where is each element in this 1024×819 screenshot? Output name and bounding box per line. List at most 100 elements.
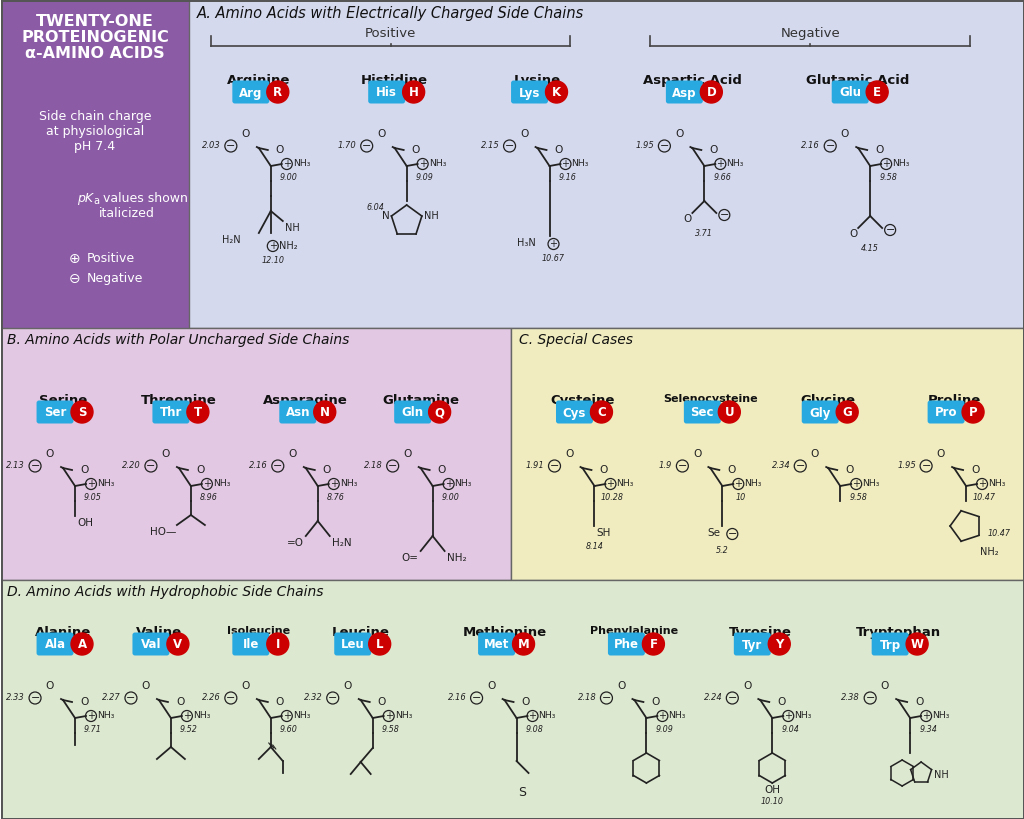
Circle shape bbox=[591, 401, 612, 423]
Text: Phe: Phe bbox=[614, 639, 639, 651]
Text: Gly: Gly bbox=[810, 406, 830, 419]
FancyBboxPatch shape bbox=[478, 632, 515, 655]
Text: a: a bbox=[93, 196, 99, 206]
Text: 9.04: 9.04 bbox=[781, 725, 799, 734]
Text: +: + bbox=[283, 711, 291, 721]
Text: +: + bbox=[268, 241, 276, 251]
Text: A: A bbox=[78, 639, 87, 651]
Circle shape bbox=[71, 633, 93, 655]
Text: −: − bbox=[388, 461, 397, 471]
Text: −: − bbox=[886, 225, 895, 235]
Text: 2.03: 2.03 bbox=[202, 142, 221, 151]
Text: 5.2: 5.2 bbox=[716, 546, 729, 555]
Text: 9.60: 9.60 bbox=[280, 725, 298, 734]
Text: 8.96: 8.96 bbox=[200, 493, 218, 502]
Text: O: O bbox=[675, 129, 683, 139]
Text: 2.34: 2.34 bbox=[771, 461, 791, 470]
Text: O: O bbox=[777, 697, 785, 707]
Text: G: G bbox=[843, 406, 852, 419]
Text: NH₃: NH₃ bbox=[726, 159, 743, 168]
Text: E: E bbox=[873, 87, 882, 99]
Text: −: − bbox=[720, 210, 729, 220]
Text: C: C bbox=[597, 406, 606, 419]
Text: O: O bbox=[811, 449, 819, 459]
Text: NH: NH bbox=[424, 211, 438, 221]
Text: S: S bbox=[78, 406, 86, 419]
Text: ⊖: ⊖ bbox=[70, 272, 81, 286]
Text: Ser: Ser bbox=[44, 406, 67, 419]
Text: 9.05: 9.05 bbox=[84, 493, 102, 502]
Text: NH₃: NH₃ bbox=[193, 711, 210, 720]
Text: T: T bbox=[194, 406, 202, 419]
Text: W: W bbox=[910, 639, 924, 651]
Text: Alanine: Alanine bbox=[35, 626, 91, 639]
Text: SH: SH bbox=[596, 528, 611, 538]
Text: NH: NH bbox=[934, 770, 949, 780]
Text: α-AMINO ACIDS: α-AMINO ACIDS bbox=[26, 46, 165, 61]
Text: NH₃: NH₃ bbox=[988, 478, 1006, 487]
FancyBboxPatch shape bbox=[684, 400, 721, 423]
Text: I: I bbox=[275, 639, 280, 651]
Text: NH₃: NH₃ bbox=[892, 159, 909, 168]
Text: 1.91: 1.91 bbox=[525, 461, 545, 470]
Circle shape bbox=[513, 633, 535, 655]
Text: Ile: Ile bbox=[243, 639, 259, 651]
Text: −: − bbox=[505, 141, 514, 151]
Text: 9.09: 9.09 bbox=[655, 725, 674, 734]
FancyBboxPatch shape bbox=[928, 400, 965, 423]
Text: Leu: Leu bbox=[341, 639, 365, 651]
Text: +: + bbox=[550, 239, 557, 249]
Text: O: O bbox=[242, 681, 250, 691]
Text: Pro: Pro bbox=[935, 406, 957, 419]
Text: 9.16: 9.16 bbox=[558, 173, 577, 182]
Text: 9.58: 9.58 bbox=[849, 493, 867, 502]
Text: His: His bbox=[376, 87, 397, 99]
Text: +: + bbox=[385, 711, 392, 721]
Text: F: F bbox=[649, 639, 657, 651]
Text: O: O bbox=[555, 145, 563, 155]
Text: 9.71: 9.71 bbox=[84, 725, 102, 734]
Text: O: O bbox=[743, 681, 752, 691]
Circle shape bbox=[963, 401, 984, 423]
Text: NH₃: NH₃ bbox=[932, 711, 949, 720]
Text: 9.09: 9.09 bbox=[416, 173, 433, 182]
Text: 10.10: 10.10 bbox=[761, 797, 783, 806]
Text: O: O bbox=[617, 681, 626, 691]
Text: O: O bbox=[162, 449, 170, 459]
Circle shape bbox=[546, 81, 567, 103]
Text: 9.58: 9.58 bbox=[382, 725, 399, 734]
Text: Arginine: Arginine bbox=[227, 74, 291, 87]
Text: Serine: Serine bbox=[39, 394, 87, 407]
Text: −: − bbox=[472, 693, 481, 703]
Text: Thr: Thr bbox=[160, 406, 182, 419]
Text: O: O bbox=[80, 697, 88, 707]
Text: NH₃: NH₃ bbox=[429, 159, 446, 168]
Text: PROTEINOGENIC: PROTEINOGENIC bbox=[22, 30, 169, 45]
Text: −: − bbox=[796, 461, 805, 471]
Text: −: − bbox=[865, 693, 874, 703]
Text: NH₃: NH₃ bbox=[394, 711, 412, 720]
Text: Isoleucine: Isoleucine bbox=[227, 626, 291, 636]
Circle shape bbox=[71, 401, 93, 423]
Text: O: O bbox=[710, 145, 718, 155]
FancyBboxPatch shape bbox=[188, 0, 1024, 328]
Text: 10: 10 bbox=[735, 493, 745, 502]
Text: O: O bbox=[521, 697, 529, 707]
Text: +: + bbox=[87, 711, 95, 721]
Text: 4.15: 4.15 bbox=[861, 244, 879, 253]
Text: H₃N: H₃N bbox=[517, 238, 536, 248]
Text: −: − bbox=[226, 141, 236, 151]
Circle shape bbox=[402, 81, 425, 103]
Text: 8.76: 8.76 bbox=[327, 493, 345, 502]
Circle shape bbox=[167, 633, 188, 655]
Text: Valine: Valine bbox=[136, 626, 182, 639]
Text: O: O bbox=[849, 229, 857, 239]
Text: 2.16: 2.16 bbox=[447, 694, 467, 703]
Text: 2.27: 2.27 bbox=[102, 694, 121, 703]
Text: Selenocysteine: Selenocysteine bbox=[663, 394, 758, 404]
Text: NH₃: NH₃ bbox=[571, 159, 589, 168]
Text: O: O bbox=[412, 145, 420, 155]
Text: 2.15: 2.15 bbox=[481, 142, 500, 151]
Text: Q: Q bbox=[434, 406, 444, 419]
Text: +: + bbox=[978, 479, 986, 489]
